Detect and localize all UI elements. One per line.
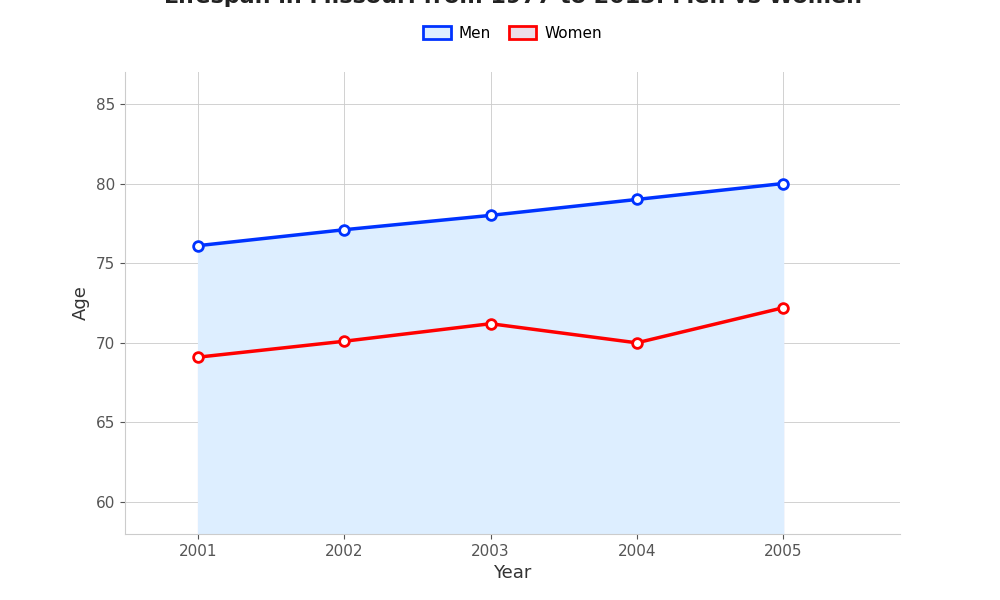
Y-axis label: Age: Age [72,286,90,320]
Legend: Men, Women: Men, Women [417,20,608,47]
X-axis label: Year: Year [493,564,532,582]
Title: Lifespan in Missouri from 1977 to 2013: Men vs Women: Lifespan in Missouri from 1977 to 2013: … [164,0,862,7]
